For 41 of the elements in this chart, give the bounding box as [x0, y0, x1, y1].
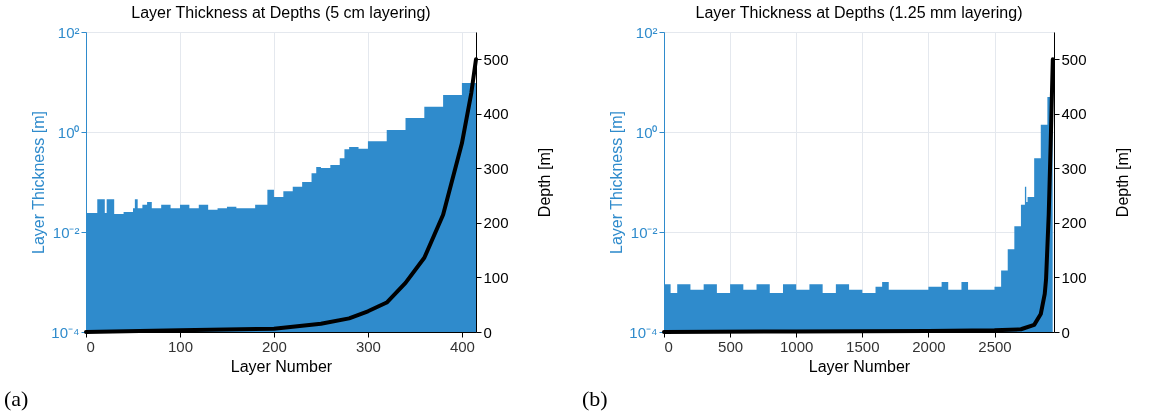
- x-tick-label: 1500: [846, 337, 880, 355]
- y-tick-label: 10⁻²: [52, 223, 80, 241]
- y2-tick-label: 0: [483, 323, 492, 341]
- x-tick-label: 0: [86, 337, 95, 355]
- x-tick-label: 100: [167, 337, 193, 355]
- x-tick-label: 0: [664, 337, 673, 355]
- x-axis-title: Layer Number: [808, 357, 911, 375]
- y2-tick-label: 500: [1061, 50, 1087, 68]
- y-axis-title: Layer Thickness [m]: [608, 111, 626, 254]
- chart-title: Layer Thickness at Depths (5 cm layering): [131, 4, 431, 21]
- y2-tick-label: 200: [1061, 214, 1087, 232]
- x-tick-label: 2500: [978, 337, 1012, 355]
- x-tick-label: 400: [449, 337, 475, 355]
- x-tick-label: 2000: [912, 337, 946, 355]
- text: (b): [582, 386, 608, 412]
- y-tick-label: 10⁻⁴: [629, 323, 658, 341]
- y2-tick-label: 300: [1061, 159, 1087, 177]
- chart-title: Layer Thickness at Depths (1.25 mm layering): [695, 4, 1023, 21]
- x-tick-label: 300: [355, 337, 381, 355]
- y2-tick-label: 400: [483, 105, 509, 123]
- y2-tick-label: 100: [483, 268, 509, 286]
- x-axis-title: Layer Number: [230, 357, 333, 375]
- y2-axis-title: Depth [m]: [535, 147, 553, 218]
- y-tick-label: 10²: [57, 23, 80, 41]
- y2-tick-label: 200: [483, 214, 509, 232]
- y2-tick-label: 100: [1061, 268, 1087, 286]
- y-tick-label: 10⁰: [57, 123, 80, 141]
- text: (a): [4, 386, 29, 412]
- x-tick-label: 1000: [780, 337, 814, 355]
- x-tick-label: 500: [718, 337, 744, 355]
- y-tick-label: 10⁰: [635, 123, 658, 141]
- y2-tick-label: 300: [483, 159, 509, 177]
- x-tick-label: 200: [261, 337, 287, 355]
- y-tick-label: 10⁻⁴: [51, 323, 80, 341]
- y-tick-label: 10⁻²: [630, 223, 658, 241]
- y2-tick-label: 400: [1061, 105, 1087, 123]
- y2-axis-title: Depth [m]: [1113, 147, 1131, 218]
- y-axis-title: Layer Thickness [m]: [30, 111, 48, 254]
- y-tick-label: 10²: [635, 23, 658, 41]
- y2-tick-label: 0: [1061, 323, 1070, 341]
- y2-tick-label: 500: [483, 50, 509, 68]
